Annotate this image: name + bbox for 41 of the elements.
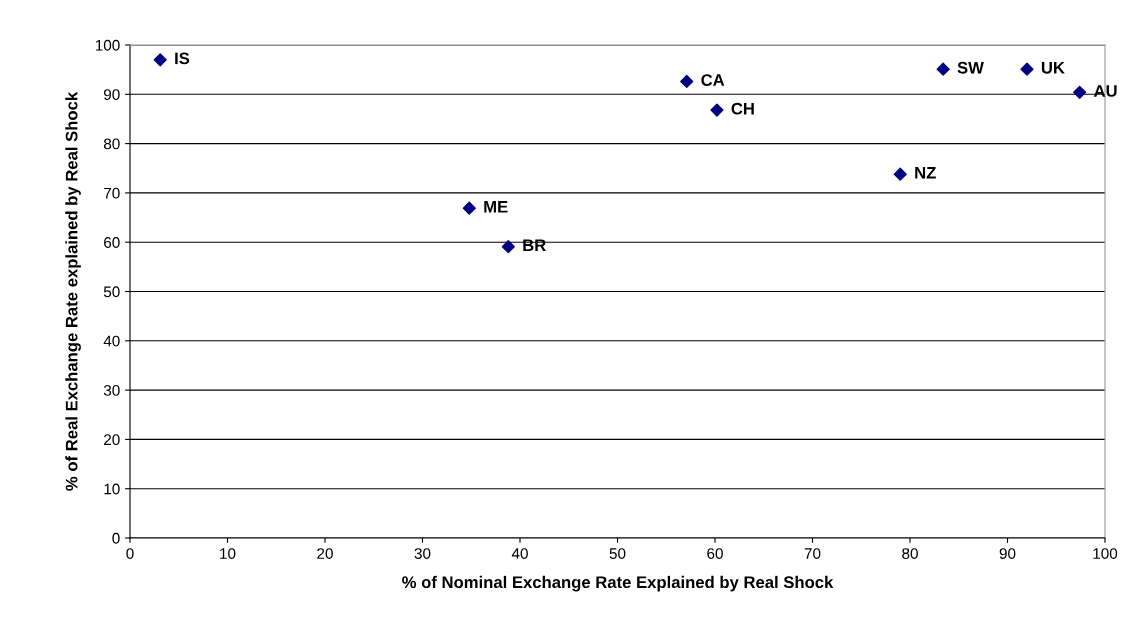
x-axis-title: % of Nominal Exchange Rate Explained by Real Shock <box>402 575 834 592</box>
x-tick-label: 50 <box>609 548 626 559</box>
annotation: CH <box>731 102 754 115</box>
x-tick-label: 80 <box>902 548 918 559</box>
point <box>1073 85 1087 99</box>
annotation: UK <box>1041 62 1065 74</box>
y-tick-label: 50 <box>103 286 120 298</box>
x-tick-label: 20 <box>317 548 333 559</box>
point <box>1020 62 1034 76</box>
y-tick-label: 0 <box>112 532 120 544</box>
point <box>936 62 950 76</box>
x-tick-label: 60 <box>707 548 723 559</box>
y-tick-label: 10 <box>104 483 120 495</box>
y-tick-label: 20 <box>104 434 120 446</box>
x-tick-label: 90 <box>999 548 1016 559</box>
point <box>501 240 515 254</box>
x-tick-label: 40 <box>511 548 528 559</box>
point <box>680 74 694 89</box>
point <box>710 103 724 117</box>
annotation: SW <box>957 61 984 74</box>
x-tick-label: 10 <box>220 548 236 559</box>
y-tick-label: 60 <box>104 237 120 248</box>
annotation: CA <box>701 74 725 86</box>
annotation: ME <box>484 201 508 213</box>
point <box>893 167 907 181</box>
point <box>153 53 167 67</box>
x-tick-label: 70 <box>804 548 821 559</box>
x-tick-label: 0 <box>126 548 134 559</box>
annotation: IS <box>175 52 190 65</box>
y-tick-label: 40 <box>103 335 120 347</box>
x-tick-label: 30 <box>414 548 431 559</box>
y-axis-title: % of Real Exchange Rate explained by Real Shock <box>65 91 81 491</box>
x-tick-label: 100 <box>1093 548 1118 559</box>
y-tick-label: 30 <box>103 384 120 396</box>
annotation: AU <box>1093 85 1117 97</box>
y-tick-label: 80 <box>103 138 120 150</box>
y-tick-label: 70 <box>104 187 120 199</box>
annotation: NZ <box>915 167 936 179</box>
point <box>462 201 476 215</box>
y-tick-label: 100 <box>95 39 120 51</box>
y-tick-label: 90 <box>104 89 120 100</box>
